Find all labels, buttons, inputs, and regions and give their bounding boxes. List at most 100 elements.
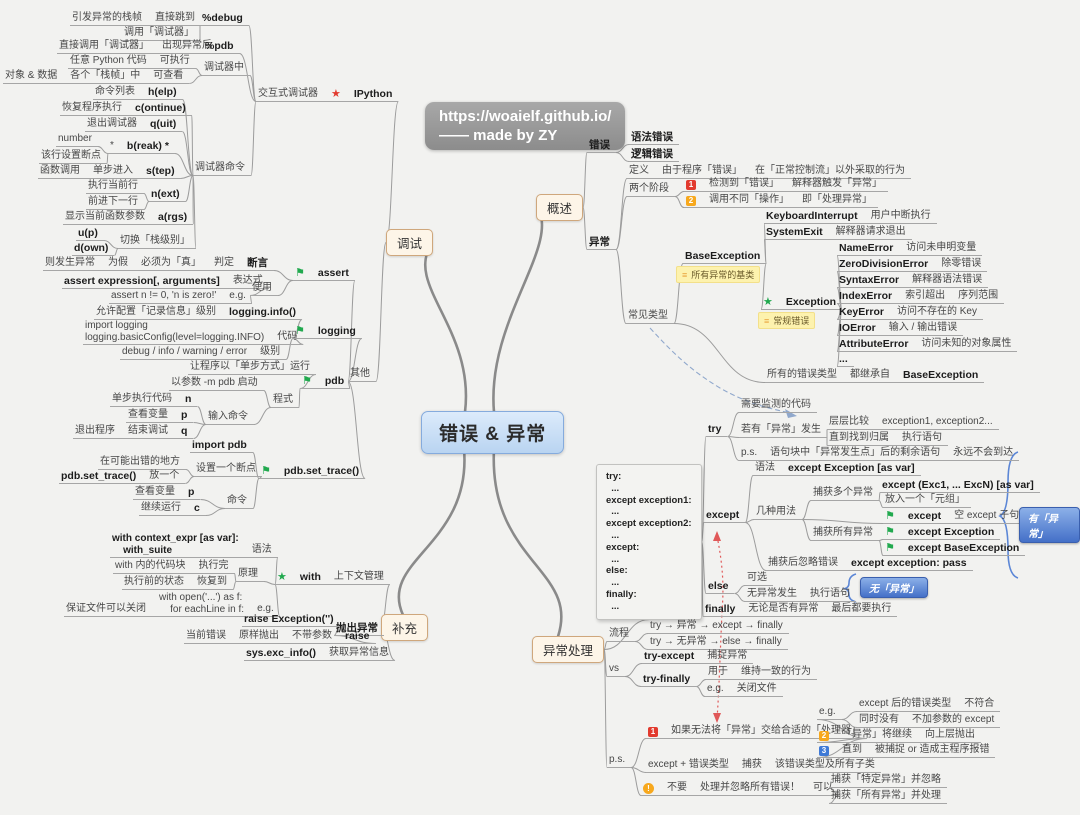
code-syntax[interactable]: try: ... except exception1: ... except exc… bbox=[596, 464, 702, 620]
ov-base[interactable]: BaseException bbox=[683, 250, 767, 264]
h-p1a[interactable]: except 后的错误类型 不符合 bbox=[857, 698, 1001, 712]
topic-supplement[interactable]: 补充 bbox=[381, 614, 429, 641]
h-flow2[interactable]: try → 无异常 → else → finally bbox=[648, 636, 788, 650]
note-base[interactable]: ≡ 所有异常的基类 bbox=[676, 266, 761, 283]
dbg-step[interactable]: 函数调用 单步进入 s(tep) bbox=[38, 165, 181, 179]
note-exc[interactable]: ≡ 常规错误 bbox=[758, 312, 816, 329]
h-p5b[interactable]: 捕获「所有异常」并处理 bbox=[829, 790, 947, 804]
h-tf-eg[interactable]: e.g. 关闭文件 bbox=[705, 683, 783, 697]
log-levels[interactable]: debug / info / warning / error 级别 bbox=[120, 346, 287, 360]
st-import[interactable]: import pdb bbox=[190, 439, 253, 453]
w-principle[interactable]: 原理 bbox=[236, 568, 264, 582]
pdb-head[interactable]: ⚑ pdb bbox=[300, 375, 351, 389]
pdb-n[interactable]: 单步执行代码 n bbox=[110, 393, 198, 407]
raise-row[interactable]: 当前错误 原样抛出 不带参数 raise bbox=[184, 630, 376, 644]
topic-overview[interactable]: 概述 bbox=[536, 194, 584, 221]
st-p[interactable]: 查看变量 p bbox=[133, 486, 201, 500]
ov-ke[interactable]: KeyError 访问不存在的 Key bbox=[837, 306, 983, 320]
btn-no-exc[interactable]: 无「异常」 bbox=[860, 577, 928, 598]
h-p4[interactable]: except + 错误类型 捕获 该错误类型及所有子类 bbox=[646, 759, 881, 773]
dbg-setline[interactable]: 该行设置断点 bbox=[39, 150, 107, 164]
ov-io[interactable]: IOError 输入 / 输出错误 bbox=[837, 322, 964, 336]
h-monitor[interactable]: 需要监测的代码 bbox=[739, 399, 817, 413]
ov-stage1[interactable]: 1 检测到「错误」 解释器触发「异常」 bbox=[684, 178, 888, 192]
log-head[interactable]: ⚑ logging bbox=[293, 325, 362, 339]
h-tf-use[interactable]: 用于 维持一致的行为 bbox=[706, 666, 817, 680]
dbg-pct-pdb[interactable]: %pdb bbox=[203, 40, 240, 54]
pdb-p[interactable]: 查看变量 p bbox=[126, 409, 194, 423]
raise-exc[interactable]: raise Exception('') bbox=[242, 613, 340, 627]
h-noexc[interactable]: 无异常发生 执行语句 bbox=[745, 588, 856, 602]
root[interactable]: 错误 & 异常 bbox=[421, 411, 565, 454]
h-multi2[interactable]: 放入一个「元组」 bbox=[883, 494, 971, 508]
pdb-singlestep[interactable]: 让程序以「单步方式」运行 bbox=[188, 361, 316, 375]
ov-stage2[interactable]: 2 调用不同「操作」 即「处理异常」 bbox=[684, 194, 878, 208]
dbg-nextline[interactable]: 前进下一行 bbox=[86, 196, 144, 210]
h-p1eg[interactable]: e.g. bbox=[817, 706, 842, 720]
ov-sx[interactable]: SyntaxError 解释器语法错误 bbox=[837, 274, 989, 288]
h-flow[interactable]: 流程 bbox=[607, 628, 635, 642]
dbg-up[interactable]: u(p) bbox=[76, 227, 104, 241]
assert-use[interactable]: 使用 bbox=[250, 282, 278, 296]
dbg-switch-level[interactable]: 切换「栈级别」 bbox=[118, 235, 196, 249]
h-multi[interactable]: 捕获多个异常 bbox=[811, 487, 879, 501]
dbg-help[interactable]: 命令列表 h(elp) bbox=[93, 86, 183, 100]
dbg-down[interactable]: d(own) bbox=[72, 242, 115, 256]
h-empty[interactable]: ⚑ except 空 except 子句 bbox=[883, 510, 1026, 524]
w-syntax[interactable]: with context_expr [as var]: with_suite 语法 bbox=[110, 533, 278, 558]
st-cmd[interactable]: 命令 bbox=[225, 495, 253, 509]
assert-expr[interactable]: assert expression[, arguments] 表达式 bbox=[62, 275, 269, 289]
ov-ie[interactable]: IndexError 索引超出 序列范围 bbox=[837, 290, 1005, 304]
dbg-call-debugger[interactable]: 调用「调试器」 bbox=[122, 27, 200, 41]
h-try[interactable]: try bbox=[706, 423, 728, 437]
ov-ne[interactable]: NameError 访问未申明变量 bbox=[837, 242, 983, 256]
dbg-in-debugger[interactable]: 调试器中 bbox=[202, 62, 250, 76]
pdb-program[interactable]: 程式 bbox=[271, 394, 299, 408]
ov-all[interactable]: 所有的错误类型 都继承自 BaseException bbox=[765, 369, 985, 383]
dbg-direct-call[interactable]: 直接调用「调试器」 出现异常后 bbox=[57, 40, 218, 54]
h-optional[interactable]: 可选 bbox=[745, 572, 773, 586]
assert-row[interactable]: 则发生异常 为假 必须为「真」 判定 断言 bbox=[43, 257, 274, 271]
h-except[interactable]: except bbox=[704, 509, 746, 523]
h-p5a[interactable]: 捕获「特定异常」并忽略 bbox=[829, 774, 947, 788]
h-multi1[interactable]: except (Exc1, ... ExcN) [as var] bbox=[880, 479, 1040, 493]
dbg-commands[interactable]: 调试器命令 bbox=[193, 162, 251, 176]
h-ps[interactable]: p.s. bbox=[607, 754, 632, 768]
log-config[interactable]: 允许配置「记录信息」级别 logging.info() bbox=[94, 306, 303, 320]
log-code[interactable]: import logging logging.basicConfig(level… bbox=[83, 320, 304, 345]
pdb-launch[interactable]: 以参数 -m pdb 启动 bbox=[169, 377, 264, 391]
h-vs[interactable]: vs bbox=[607, 663, 625, 677]
h-until[interactable]: 直到找到归属 执行语句 bbox=[827, 432, 948, 446]
topic-handling[interactable]: 异常处理 bbox=[532, 636, 605, 663]
dbg-number[interactable]: number bbox=[56, 133, 98, 147]
ov-exception[interactable]: 异常 bbox=[587, 236, 616, 250]
ov-ki[interactable]: KeyboardInterrupt 用户中断执行 bbox=[764, 210, 937, 224]
h-flow1[interactable]: try → 异常 → except → finally bbox=[648, 620, 789, 634]
dbg-quit[interactable]: 退出调试器 q(uit) bbox=[85, 118, 183, 132]
dbg-interactive[interactable]: 交互式调试器 ★ IPython bbox=[256, 88, 399, 102]
dbg-break[interactable]: * b(reak) * bbox=[108, 140, 175, 154]
h-else[interactable]: else bbox=[706, 580, 735, 594]
pdb-q[interactable]: 退出程序 结束调试 q bbox=[73, 425, 194, 439]
topic-debug[interactable]: 调试 bbox=[386, 229, 434, 256]
dbg-frame[interactable]: 引发异常的栈帧 直接跳到 bbox=[70, 12, 201, 26]
dbg-any-code[interactable]: 任意 Python 代码 可执行 bbox=[68, 55, 196, 69]
ov-types[interactable]: 常见类型 bbox=[626, 310, 674, 324]
ov-error[interactable]: 错误 bbox=[587, 139, 616, 153]
dbg-continue[interactable]: 恢复程序执行 c(ontinue) bbox=[60, 102, 192, 116]
ov-more[interactable]: ... bbox=[837, 353, 854, 367]
h-ps-rest[interactable]: p.s. 语句块中「异常发生点」后的剩余语句 永远不会到达 bbox=[739, 447, 1020, 461]
dbg-obj-data[interactable]: 对象 & 数据 各个「栈帧」中 可查看 bbox=[3, 70, 190, 84]
st-c[interactable]: 继续运行 c bbox=[139, 502, 206, 516]
h-usages[interactable]: 几种用法 bbox=[754, 506, 802, 520]
h-pass[interactable]: 捕获后忽略错误 except exception: pass bbox=[766, 557, 973, 571]
h-compare[interactable]: 层层比较 exception1, exception2... bbox=[827, 416, 999, 430]
w-eg[interactable]: 保证文件可以关闭 with open('...') as f: for eachL… bbox=[64, 592, 280, 617]
w-state[interactable]: 执行前的状态 恢复到 bbox=[122, 576, 233, 590]
dbg-args[interactable]: 显示当前函数参数 a(rgs) bbox=[63, 211, 194, 225]
h-all2[interactable]: ⚑ except BaseException bbox=[883, 542, 1026, 556]
excinfo[interactable]: sys.exc_info() 获取异常信息 bbox=[244, 647, 396, 661]
st-where[interactable]: 在可能出错的地方 bbox=[98, 456, 186, 470]
h-p3[interactable]: 3 直到 被捕捉 or 造成主程序报错 bbox=[817, 744, 996, 758]
dbg-execline[interactable]: 执行当前行 bbox=[86, 180, 144, 194]
